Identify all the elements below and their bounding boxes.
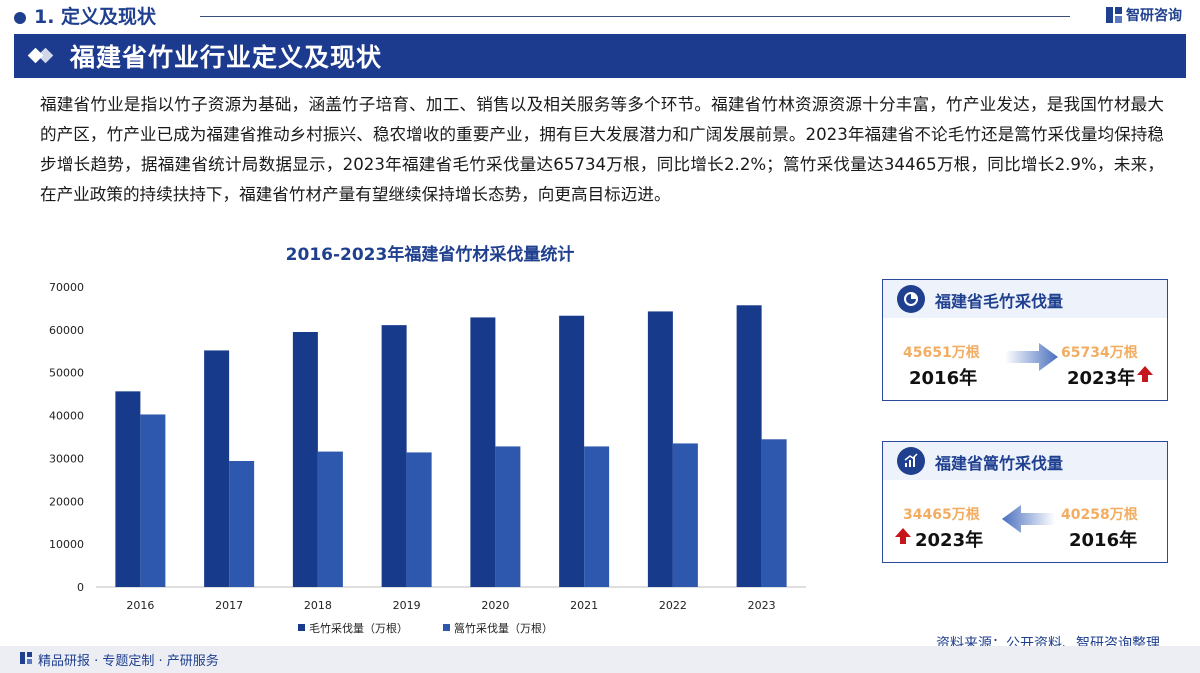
footer-logo-icon [20, 652, 32, 664]
right-year: 2016年 [1069, 530, 1138, 551]
legend-swatch [443, 624, 450, 631]
x-tick-label: 2022 [659, 599, 687, 612]
bar-maozhu-2023 [736, 305, 762, 587]
from-value: 45651万根 [903, 345, 980, 361]
y-tick-label: 30000 [49, 452, 84, 465]
card-header [883, 280, 1167, 318]
to-value: 65734万根 [1061, 345, 1138, 361]
legend-label: 毛竹采伐量（万根） [309, 621, 408, 635]
bar-gaozhu-2021 [584, 446, 610, 587]
bar-maozhu-2018 [292, 332, 318, 587]
footer-bar [0, 646, 1200, 673]
up-arrow-stem [1142, 375, 1148, 382]
left-value: 34465万根 [903, 507, 980, 523]
y-tick-label: 10000 [49, 538, 84, 551]
bar-gaozhu-2016 [140, 414, 166, 587]
bar-gaozhu-2022 [672, 443, 698, 587]
y-tick-label: 50000 [49, 367, 84, 380]
card-title: 福建省毛竹采伐量 [935, 292, 1064, 311]
double-diamond-icon [30, 47, 48, 65]
bar-gaozhu-2020 [495, 446, 521, 587]
trend-chart-icon [897, 447, 925, 475]
bar-maozhu-2021 [559, 315, 585, 587]
up-arrow-stem [900, 537, 906, 544]
footer-slogan: 精品研报 · 专题定制 · 产研服务 [38, 654, 219, 669]
bar-gaozhu-2018 [317, 451, 343, 587]
bar-gaozhu-2023 [761, 439, 787, 587]
x-tick-label: 2017 [215, 599, 243, 612]
header-divider [200, 16, 1070, 17]
chart-pie-icon [897, 285, 925, 313]
bar-maozhu-2020 [470, 317, 496, 587]
logo-icon [1106, 7, 1122, 23]
intro-paragraph: 福建省竹业是指以竹子资源为基础，涵盖竹子培育、加工、销售以及相关服务等多个环节。… [40, 95, 1164, 204]
legend-label: 篙竹采伐量（万根） [454, 621, 553, 635]
y-tick-label: 20000 [49, 495, 84, 508]
section-title: 1. 定义及现状 [34, 6, 157, 28]
y-tick-label: 0 [77, 581, 84, 594]
x-tick-label: 2019 [393, 599, 421, 612]
logo-text: 智研咨询 [1126, 8, 1182, 24]
bar-maozhu-2017 [204, 350, 230, 587]
legend-swatch [298, 624, 305, 631]
card-header [883, 442, 1167, 480]
up-arrow-icon [1137, 366, 1153, 375]
card-title: 福建省篙竹采伐量 [935, 454, 1064, 473]
bar-gaozhu-2017 [229, 461, 255, 587]
x-tick-label: 2021 [570, 599, 598, 612]
brand-logo: 智研咨询 [1106, 5, 1182, 25]
y-tick-label: 40000 [49, 410, 84, 423]
x-tick-label: 2018 [304, 599, 332, 612]
right-value: 40258万根 [1061, 507, 1138, 523]
to-year: 2023年 [1067, 368, 1136, 389]
arrow-left-icon [1002, 505, 1055, 533]
y-tick-label: 70000 [49, 281, 84, 294]
arrow-right-icon [1005, 343, 1058, 371]
gaozhu-stat-card: 福建省篙竹采伐量 34465万根 2023年 40258万根 2016年 [882, 441, 1168, 563]
up-arrow-icon [895, 528, 911, 537]
bar-gaozhu-2019 [406, 452, 432, 587]
chart-title: 2016-2023年福建省竹材采伐量统计 [285, 245, 575, 265]
x-tick-label: 2023 [748, 599, 776, 612]
x-tick-label: 2020 [481, 599, 509, 612]
from-year: 2016年 [909, 368, 978, 389]
title-banner: 福建省竹业行业定义及现状 [14, 34, 1186, 78]
page-title: 福建省竹业行业定义及现状 [70, 43, 383, 72]
bar-maozhu-2022 [647, 311, 673, 587]
bar-maozhu-2019 [381, 325, 407, 587]
bar-chart: 0 10000 20000 30000 40000 50000 60000 70000 2016… [49, 281, 806, 635]
bar-maozhu-2016 [115, 391, 141, 587]
maozhu-stat-card: 福建省毛竹采伐量 45651万根 2016年 65734万根 2023年 [882, 279, 1168, 401]
section-bullet [14, 12, 26, 24]
y-tick-label: 60000 [49, 324, 84, 337]
x-tick-label: 2016 [126, 599, 154, 612]
left-year: 2023年 [915, 530, 984, 551]
